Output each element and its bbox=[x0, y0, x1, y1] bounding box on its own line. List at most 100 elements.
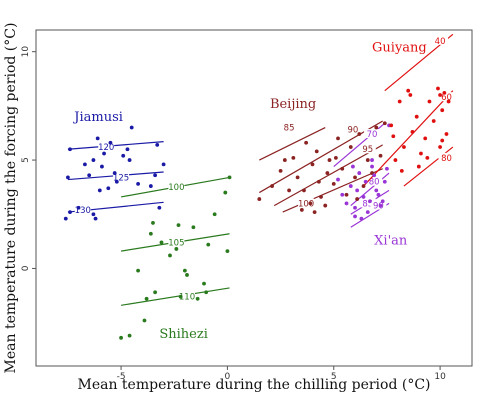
data-point bbox=[340, 192, 345, 197]
contour-label: 130 bbox=[75, 206, 91, 216]
contour-label-backdrop bbox=[364, 129, 381, 139]
contour-label-backdrop bbox=[74, 204, 91, 214]
data-point bbox=[438, 93, 442, 97]
data-point bbox=[91, 158, 96, 162]
y-axis: 0 5 10 bbox=[21, 46, 36, 271]
data-point bbox=[331, 182, 336, 186]
data-point bbox=[316, 179, 321, 184]
site-labels: Jiamusi Shihezi Beijing Xi'an Guiyang bbox=[72, 41, 426, 342]
data-point bbox=[97, 188, 102, 193]
data-point bbox=[423, 136, 428, 141]
y-axis-title: Mean temperature during the forcing peri… bbox=[3, 23, 19, 374]
data-point bbox=[378, 203, 383, 208]
data-point bbox=[68, 210, 72, 214]
data-point bbox=[121, 153, 126, 158]
data-point bbox=[106, 186, 111, 191]
contour-label: 120 bbox=[98, 143, 114, 153]
contour-label: 100 bbox=[298, 199, 314, 209]
data-point bbox=[63, 216, 68, 221]
data-point bbox=[185, 273, 189, 277]
y-tick-label: 0 bbox=[21, 265, 31, 271]
data-point bbox=[168, 253, 172, 258]
data-point bbox=[91, 212, 96, 217]
data-point bbox=[161, 162, 166, 167]
data-point bbox=[95, 136, 100, 141]
data-point bbox=[308, 201, 313, 206]
data-point bbox=[257, 197, 262, 201]
data-point bbox=[348, 145, 353, 149]
data-point bbox=[148, 231, 153, 236]
data-point bbox=[363, 179, 368, 184]
data-point bbox=[344, 192, 349, 197]
data-point bbox=[397, 99, 402, 104]
data-point bbox=[393, 158, 398, 162]
series-label: Xi'an bbox=[374, 234, 408, 249]
data-point bbox=[382, 121, 387, 126]
data-point bbox=[151, 221, 155, 225]
contour-label: 125 bbox=[113, 173, 129, 183]
x-axis: -5 0 5 10 bbox=[117, 366, 446, 382]
data-point bbox=[153, 173, 158, 178]
data-point bbox=[353, 175, 357, 180]
data-point bbox=[406, 88, 411, 93]
data-point bbox=[440, 138, 445, 143]
data-point bbox=[382, 179, 387, 184]
data-point bbox=[365, 158, 370, 162]
contour-label-backdrop bbox=[438, 152, 455, 162]
data-point bbox=[436, 86, 440, 91]
data-point bbox=[102, 151, 106, 156]
data-point bbox=[100, 164, 104, 169]
contour-line bbox=[259, 127, 326, 161]
data-point bbox=[148, 184, 153, 188]
data-point bbox=[159, 240, 164, 245]
data-point bbox=[391, 134, 396, 139]
contour-label-backdrop bbox=[98, 142, 115, 152]
data-point bbox=[442, 90, 447, 95]
data-point bbox=[336, 177, 340, 182]
data-point bbox=[76, 205, 81, 210]
contour-label: 90 bbox=[347, 126, 358, 136]
data-point bbox=[155, 142, 160, 147]
data-point bbox=[389, 123, 394, 128]
data-point bbox=[419, 151, 423, 156]
data-point bbox=[357, 132, 362, 136]
plot-frame bbox=[35, 29, 473, 367]
data-point bbox=[438, 145, 442, 149]
data-point bbox=[136, 182, 140, 186]
contour-label: 60 bbox=[441, 93, 452, 103]
data-point bbox=[153, 290, 158, 295]
contour-line bbox=[67, 141, 164, 150]
contour-label-backdrop bbox=[359, 198, 376, 208]
data-point bbox=[225, 249, 230, 254]
contour-label: 90 bbox=[373, 202, 384, 212]
contour-label-backdrop bbox=[344, 124, 361, 134]
series-label: Guiyang bbox=[372, 41, 427, 56]
data-point bbox=[119, 335, 123, 340]
contour-label: 40 bbox=[435, 37, 446, 47]
x-tick-label: 0 bbox=[225, 372, 231, 382]
contour-label-backdrop bbox=[168, 182, 185, 192]
data-point bbox=[127, 158, 132, 162]
contour-label-backdrop bbox=[113, 172, 130, 182]
data-point bbox=[410, 129, 415, 134]
data-point bbox=[340, 166, 345, 171]
data-point bbox=[282, 158, 287, 162]
contour-label-backdrop bbox=[168, 237, 185, 247]
data-point bbox=[325, 171, 330, 175]
contour-line bbox=[273, 144, 383, 207]
data-point bbox=[353, 205, 357, 210]
contour-line bbox=[259, 120, 383, 194]
data-point bbox=[414, 114, 419, 119]
contour-label: 80 bbox=[369, 178, 380, 188]
x-tick-label: 5 bbox=[331, 372, 337, 382]
data-point bbox=[348, 184, 353, 188]
data-point bbox=[108, 140, 113, 145]
x-axis-title: Mean temperature during the chilling per… bbox=[77, 377, 430, 393]
contour-line bbox=[363, 90, 454, 187]
contour-label: 85 bbox=[284, 124, 295, 134]
data-point bbox=[336, 136, 340, 141]
data-point bbox=[227, 175, 232, 180]
contour-label-backdrop bbox=[281, 122, 298, 132]
data-point bbox=[299, 208, 304, 212]
contour-label-backdrop bbox=[432, 35, 449, 45]
